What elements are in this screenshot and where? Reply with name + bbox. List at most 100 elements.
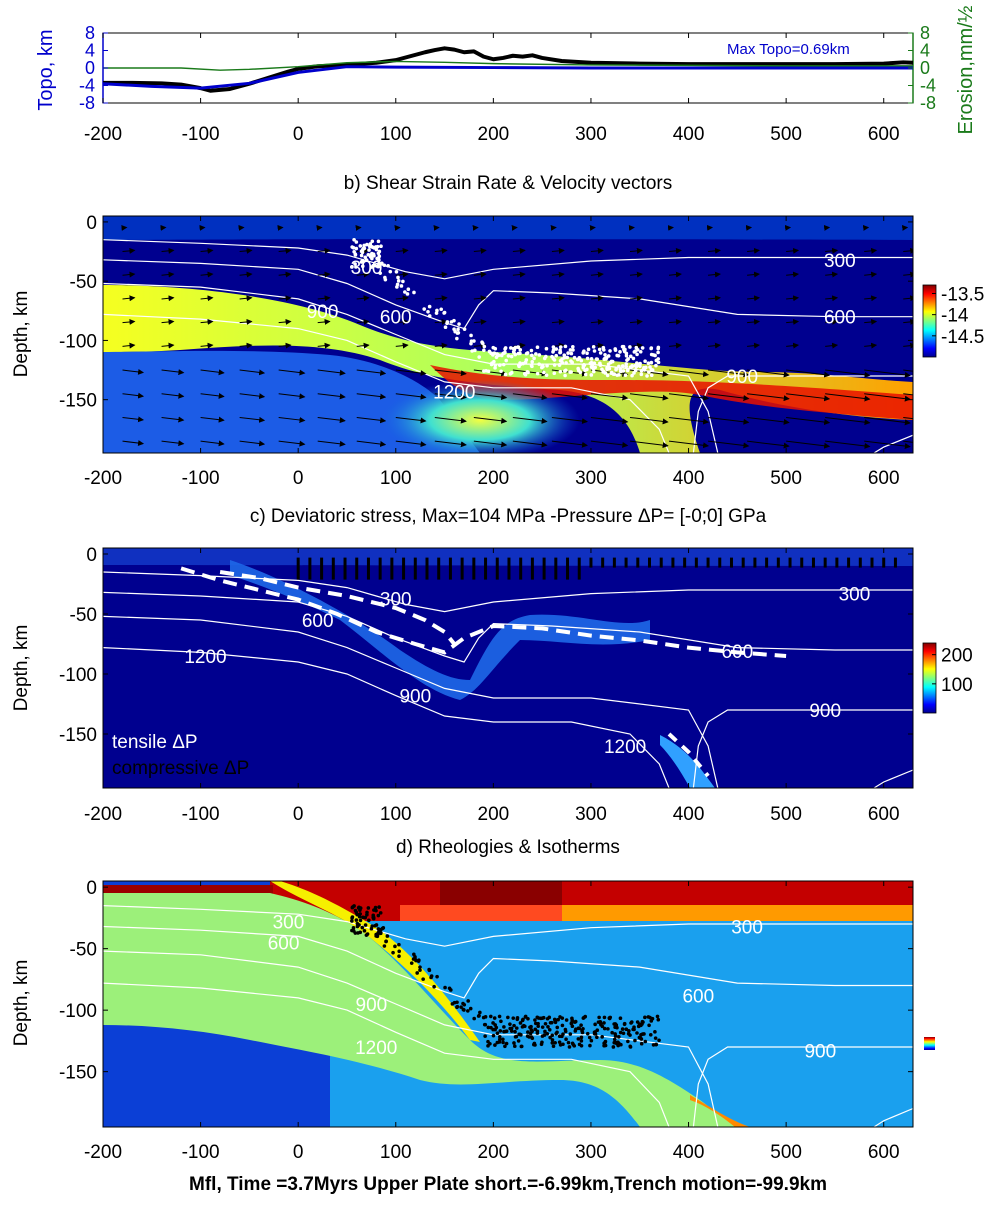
quake xyxy=(470,349,474,353)
quake xyxy=(455,331,460,335)
velocity-vector xyxy=(200,392,225,399)
quake xyxy=(504,1029,509,1033)
quake xyxy=(639,372,644,377)
quake xyxy=(616,1043,620,1048)
x-tick-label: 600 xyxy=(868,804,900,825)
quake xyxy=(577,356,582,361)
quake xyxy=(518,361,522,365)
panel-c-x-ticks: -200 -100 0 100 200 300 400 500 600 xyxy=(84,548,900,825)
isotherm-label: 300 xyxy=(731,918,763,939)
quake xyxy=(362,243,366,248)
quake xyxy=(530,1029,534,1034)
quake xyxy=(639,1041,644,1046)
upper-crust-dark xyxy=(440,881,562,906)
velocity-vector xyxy=(356,342,370,349)
quake xyxy=(587,1035,592,1040)
quake xyxy=(622,349,627,354)
quake xyxy=(604,357,608,361)
velocity-vector xyxy=(786,271,800,278)
velocity-vector xyxy=(200,295,214,302)
velocity-vector xyxy=(903,440,913,443)
quake xyxy=(362,929,367,933)
quake xyxy=(649,373,654,378)
slab-strain-core xyxy=(430,365,913,420)
quake xyxy=(371,915,375,920)
velocity-vector xyxy=(161,295,175,302)
quake xyxy=(533,1027,538,1032)
quake xyxy=(532,1041,537,1046)
velocity-vector xyxy=(395,440,427,448)
erosion-ticks: 840-4-8 xyxy=(908,23,936,113)
quake xyxy=(580,1028,584,1033)
quake xyxy=(354,265,358,269)
quake xyxy=(577,1026,582,1031)
quake xyxy=(605,373,610,378)
quake xyxy=(595,1035,599,1040)
quake xyxy=(409,961,414,965)
quake xyxy=(491,1021,495,1025)
velocity-vector xyxy=(708,295,721,302)
quake xyxy=(353,931,358,935)
quake xyxy=(529,353,534,358)
velocity-vector xyxy=(317,318,331,325)
topo-tick-label: 4 xyxy=(85,41,95,61)
velocity-vector xyxy=(278,440,306,447)
quake xyxy=(597,1015,601,1020)
velocity-vector xyxy=(590,416,629,425)
quake xyxy=(624,353,629,358)
velocity-vector xyxy=(122,392,145,399)
velocity-vector xyxy=(512,295,526,302)
velocity-vector xyxy=(590,318,604,325)
isotherm-label: 300 xyxy=(380,589,412,610)
velocity-vector xyxy=(864,295,878,302)
topo-tick-label: -4 xyxy=(79,76,95,96)
quake xyxy=(535,1015,540,1020)
quake xyxy=(361,258,365,263)
erosion-tick-label: -4 xyxy=(920,76,936,96)
quake xyxy=(491,1033,496,1038)
quake xyxy=(469,333,473,338)
quake xyxy=(606,354,611,358)
panel-b-x-ticks: -200 -100 0 100 200 300 400 500 600 xyxy=(84,216,900,489)
quake xyxy=(563,369,567,373)
quake xyxy=(501,362,506,367)
x-tick-label: 400 xyxy=(673,804,705,825)
quake xyxy=(553,1040,557,1045)
velocity-vector xyxy=(708,342,721,349)
quake xyxy=(592,349,597,353)
velocity-vector xyxy=(825,440,871,449)
quake xyxy=(566,351,570,355)
x-tick-label: 300 xyxy=(575,124,607,145)
velocity-vector xyxy=(551,440,588,448)
quake xyxy=(478,1010,482,1015)
quake xyxy=(655,1014,660,1019)
quake xyxy=(542,1033,547,1037)
isotherm-label: 600 xyxy=(302,611,334,632)
velocity-vector xyxy=(239,247,253,254)
quake xyxy=(378,911,383,915)
surface-stress xyxy=(103,548,913,566)
quake xyxy=(359,253,364,258)
velocity-vector xyxy=(473,295,487,302)
isotherm-label: 1200 xyxy=(604,737,646,758)
rheology-colorbar xyxy=(924,1037,935,1050)
velocity-vector xyxy=(239,342,253,349)
quake xyxy=(523,373,528,377)
quake xyxy=(569,351,574,356)
quake xyxy=(493,363,498,367)
quake xyxy=(488,1014,493,1019)
velocity-vector xyxy=(239,271,253,278)
x-tick-label: 500 xyxy=(770,1142,802,1163)
quake xyxy=(545,363,549,368)
quake xyxy=(581,363,586,368)
quake xyxy=(370,239,375,244)
velocity-vector xyxy=(317,247,331,254)
quake xyxy=(418,965,422,969)
velocity-vector xyxy=(668,318,682,325)
quake xyxy=(615,373,620,377)
quake xyxy=(509,1029,514,1033)
quake xyxy=(377,249,382,254)
quake xyxy=(610,1030,614,1035)
velocity-vector xyxy=(239,369,266,376)
quake xyxy=(564,361,568,365)
